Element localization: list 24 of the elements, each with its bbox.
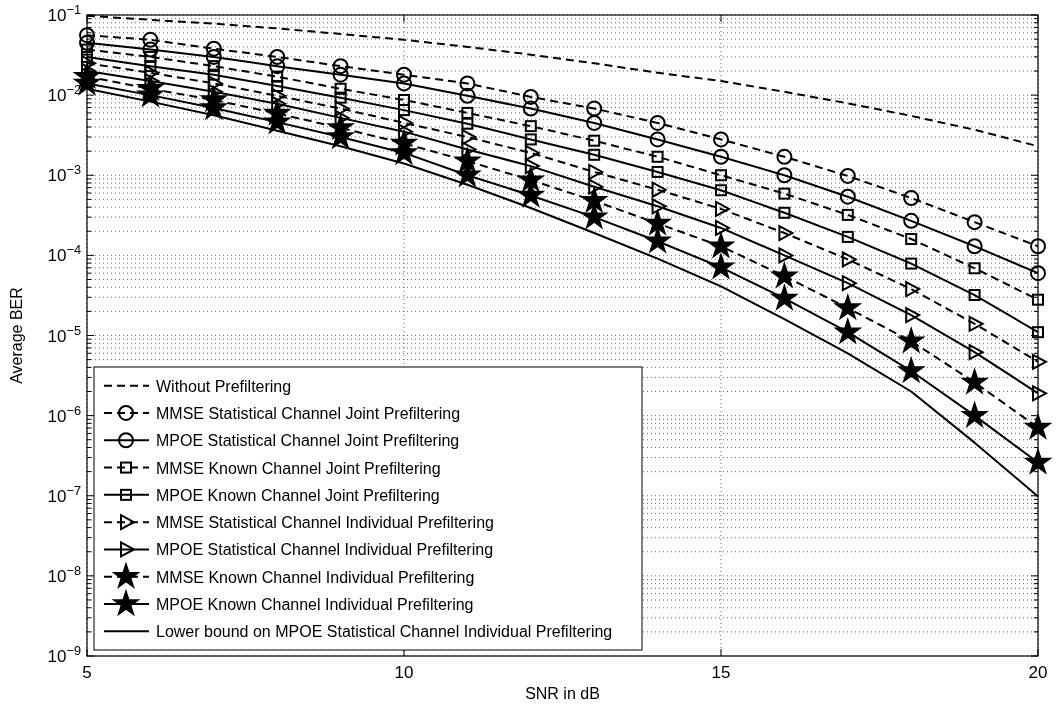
x-tick-label: 15 [711,663,731,682]
y-axis-title: Average BER [8,287,25,384]
x-tick-label: 5 [82,663,92,682]
x-tick-label: 10 [394,663,414,682]
y-tick-label: 10$^{−9}$ [47,642,81,666]
x-tick-label: 20 [1028,663,1048,682]
legend-label: MPOE Known Channel Joint Prefiltering [156,486,440,504]
legend-label: MMSE Known Channel Individual Prefiltering [156,568,475,586]
legend-label: MPOE Statistical Channel Individual Prefiltering [156,541,494,559]
legend-label: MMSE Known Channel Joint Prefiltering [156,459,441,477]
legend-label: MMSE Statistical Channel Individual Prefiltering [156,514,494,532]
y-tick-label: 10$^{−3}$ [47,161,81,186]
x-axis-title: SNR in dB [525,685,600,702]
legend-label: MPOE Known Channel Individual Prefiltering [156,596,474,614]
legend-label: Without Prefiltering [156,377,292,395]
y-tick-label: 10$^{−7}$ [47,482,81,506]
y-tick-label: 10$^{−5}$ [47,322,81,346]
y-tick-label: 10$^{−8}$ [47,562,81,586]
y-tick-label: 10$^{−6}$ [47,402,81,426]
y-tick-label: 10$^{−4}$ [47,241,81,266]
y-tick-label: 10$^{−1}$ [47,1,81,25]
legend-label: MPOE Statistical Channel Joint Prefiltering [156,432,460,450]
legend-label: Lower bound on MPOE Statistical Channel Individual Prefiltering [156,623,613,641]
legend-label: MMSE Statistical Channel Joint Prefiltering [156,404,461,422]
